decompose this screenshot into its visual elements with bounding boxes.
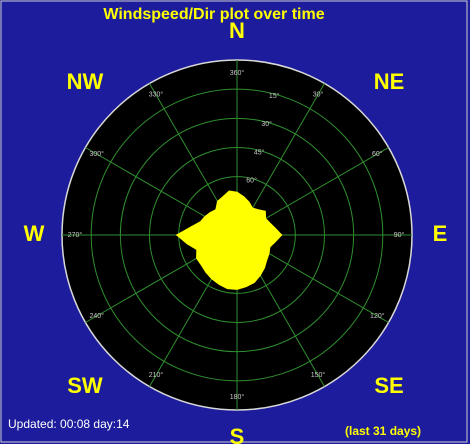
chart-title: Windspeed/Dir plot over time bbox=[103, 6, 324, 23]
wind-spike bbox=[236, 222, 271, 236]
updated-label: Updated: 00:08 day:14 bbox=[8, 417, 130, 431]
compass-label: W bbox=[24, 221, 45, 246]
compass-label: N bbox=[229, 18, 245, 43]
wind-spike bbox=[236, 234, 271, 248]
theta-tick-label: 120° bbox=[370, 312, 385, 320]
ring bbox=[119, 117, 355, 353]
compass-label: SW bbox=[67, 373, 103, 398]
r-tick-label: 15° bbox=[269, 92, 280, 100]
wind-spike bbox=[190, 225, 238, 236]
wind-spike bbox=[236, 210, 266, 236]
wind-spike bbox=[222, 196, 238, 236]
ring bbox=[90, 88, 384, 382]
wind-spike bbox=[236, 234, 256, 283]
theta-tick-label: 60° bbox=[372, 150, 383, 158]
wind-spike bbox=[236, 234, 276, 243]
wind-spike bbox=[228, 190, 238, 236]
period-label: (last 31 days) bbox=[345, 424, 421, 438]
wind-spike bbox=[236, 227, 276, 236]
wind-spike bbox=[236, 234, 262, 276]
wind-spike bbox=[236, 196, 245, 236]
r-tick-label: 45° bbox=[254, 148, 265, 156]
theta-tick-label: 150° bbox=[311, 371, 326, 379]
wind-spike bbox=[236, 234, 266, 269]
wind-spike bbox=[209, 211, 238, 236]
theta-tick-label: 300° bbox=[89, 150, 104, 158]
r-tick-label: 60° bbox=[246, 176, 257, 184]
theta-tick-label: 210° bbox=[149, 371, 164, 379]
wind-spike bbox=[216, 200, 238, 236]
wind-spike bbox=[236, 234, 270, 255]
theta-tick-label: 330° bbox=[149, 91, 164, 99]
wind-spike bbox=[236, 234, 268, 261]
theta-tick-label: 90° bbox=[394, 231, 405, 239]
theta-tick-label: 30° bbox=[313, 91, 324, 99]
wind-spike bbox=[200, 220, 238, 236]
wind-spike bbox=[204, 234, 238, 273]
r-tick-label: 30° bbox=[261, 120, 272, 128]
ring bbox=[149, 147, 325, 323]
compass-label: NW bbox=[67, 69, 104, 94]
wind-spike bbox=[196, 234, 238, 251]
wind-spike bbox=[226, 234, 238, 289]
compass-label: E bbox=[433, 221, 448, 246]
wind-spike bbox=[236, 234, 248, 287]
wind-spike bbox=[236, 201, 250, 236]
wind-spike bbox=[196, 234, 238, 260]
compass-label: SE bbox=[374, 373, 403, 398]
theta-tick-label: 180° bbox=[230, 393, 245, 401]
compass-label: NE bbox=[374, 69, 405, 94]
wind-spike bbox=[187, 234, 238, 245]
compass-label: S bbox=[230, 424, 245, 444]
wind-spike bbox=[200, 234, 238, 266]
theta-tick-label: 360° bbox=[230, 69, 245, 77]
theta-tick-label: 270° bbox=[68, 231, 83, 239]
wind-spike bbox=[218, 234, 238, 285]
theta-tick-label: 240° bbox=[89, 312, 104, 320]
wind-spike bbox=[204, 215, 238, 236]
wind-spike bbox=[210, 234, 238, 280]
